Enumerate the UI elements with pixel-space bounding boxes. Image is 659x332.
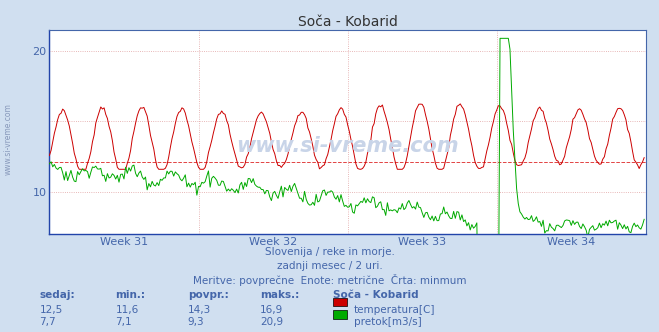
Text: 7,1: 7,1	[115, 317, 132, 327]
Text: 14,3: 14,3	[188, 305, 211, 315]
Text: 20,9: 20,9	[260, 317, 283, 327]
Text: min.:: min.:	[115, 290, 146, 300]
Text: sedaj:: sedaj:	[40, 290, 75, 300]
Text: Meritve: povprečne  Enote: metrične  Črta: minmum: Meritve: povprečne Enote: metrične Črta:…	[192, 274, 467, 286]
Text: pretok[m3/s]: pretok[m3/s]	[354, 317, 422, 327]
Text: povpr.:: povpr.:	[188, 290, 229, 300]
Text: zadnji mesec / 2 uri.: zadnji mesec / 2 uri.	[277, 261, 382, 271]
Text: 9,3: 9,3	[188, 317, 204, 327]
Text: 16,9: 16,9	[260, 305, 283, 315]
Text: 11,6: 11,6	[115, 305, 138, 315]
Text: Soča - Kobarid: Soča - Kobarid	[333, 290, 418, 300]
Text: temperatura[C]: temperatura[C]	[354, 305, 436, 315]
Title: Soča - Kobarid: Soča - Kobarid	[298, 15, 397, 29]
Text: 12,5: 12,5	[40, 305, 63, 315]
Text: www.si-vreme.com: www.si-vreme.com	[4, 104, 13, 175]
Text: 7,7: 7,7	[40, 317, 56, 327]
Text: www.si-vreme.com: www.si-vreme.com	[237, 136, 459, 156]
Text: Slovenija / reke in morje.: Slovenija / reke in morje.	[264, 247, 395, 257]
Text: maks.:: maks.:	[260, 290, 300, 300]
